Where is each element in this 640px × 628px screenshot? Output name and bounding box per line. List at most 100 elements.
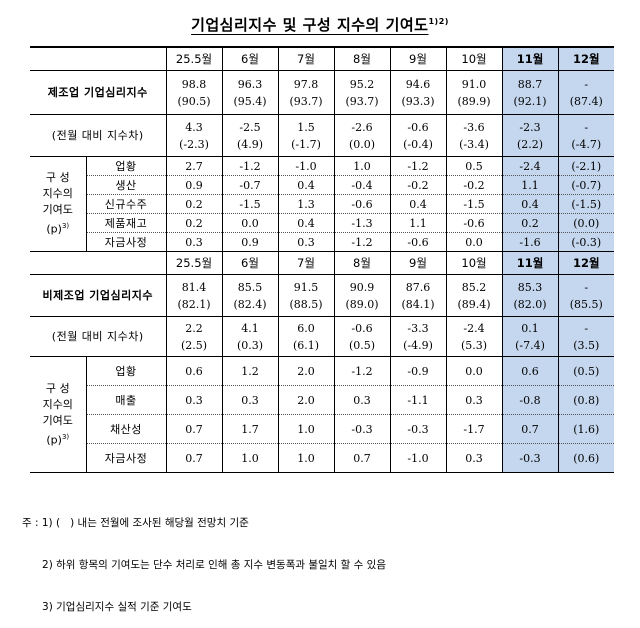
value-cell: -3.6 (-3.4) — [445, 114, 502, 157]
value-cell: -0.6 (0.5) — [333, 316, 390, 357]
value-cell: - (87.4) — [557, 70, 614, 115]
value-cell: 4.1 (0.3) — [221, 316, 278, 357]
forecast-value: (0.3) — [236, 338, 264, 352]
component-label-text: 업황 — [115, 159, 137, 173]
value-cell: 0.2 — [165, 213, 222, 233]
forecast-value: (92.1) — [513, 94, 547, 108]
value-cell: 87.6 (84.1) — [389, 274, 446, 317]
value: -0.6 — [351, 321, 373, 335]
forecast-value: (82.4) — [233, 297, 267, 311]
value: 95.2 — [349, 77, 375, 91]
column-header: 6월 — [221, 251, 278, 275]
forecast-value: (84.1) — [401, 297, 435, 311]
value-cell: 96.3 (95.4) — [221, 70, 278, 115]
group-label-text: 기여도 — [42, 203, 73, 217]
value: 6.0 — [297, 321, 315, 335]
value-cell: - (3.5) — [557, 316, 614, 357]
forecast-value: (87.4) — [569, 94, 603, 108]
main-row: 제조업 기업심리지수 98.8 (90.5) 96.3 (95.4) 97.8 (93.7)… — [30, 70, 614, 115]
value-cell: 0.3 — [165, 385, 222, 415]
value-cell: -0.7 — [221, 175, 278, 195]
column-header: 11월 — [501, 251, 558, 275]
value-cell: 1.3 — [277, 194, 334, 214]
value-cell: -2.4 (5.3) — [445, 316, 502, 357]
value-cell: 0.4 — [277, 175, 334, 195]
forecast-value: (93.7) — [289, 94, 323, 108]
component-row: 신규수주 0.2 -1.5 1.3 -0.6 0.4 -1.5 0.4 (-1.5) — [30, 194, 614, 214]
value-cell: -0.4 — [333, 175, 390, 195]
value-cell: -1.2 — [221, 156, 278, 176]
forecast-value: (-7.4) — [515, 338, 545, 352]
group-label-text: 구 성 — [45, 171, 70, 185]
value-cell: 2.0 — [277, 385, 334, 415]
value-cell: 1.0 — [277, 414, 334, 444]
group-footnote-mark: 3) — [61, 432, 70, 441]
value: 1.5 — [297, 120, 315, 134]
value-cell: -2.3 (2.2) — [501, 114, 558, 157]
value-cell: 2.0 — [277, 356, 334, 386]
forecast-value: (82.1) — [177, 297, 211, 311]
component-label: 업황 — [85, 356, 166, 386]
value: 85.3 — [517, 280, 543, 294]
header-corner — [30, 251, 166, 275]
value-cell: -2.5 (4.9) — [221, 114, 278, 157]
value-cell: -1.1 — [389, 385, 446, 415]
column-header: 12월 — [557, 46, 614, 71]
value: 81.4 — [181, 280, 207, 294]
group-label-line: 지수의 — [30, 397, 86, 413]
group-label-text: 기여도 — [42, 413, 73, 427]
value-cell: 91.0 (89.9) — [445, 70, 502, 115]
forecast-value: (89.9) — [457, 94, 491, 108]
component-label-text: 자금사정 — [104, 451, 148, 465]
value-cell: -0.3 — [333, 414, 390, 444]
value-cell: 0.3 — [277, 232, 334, 252]
value-cell: 85.2 (89.4) — [445, 274, 502, 317]
value-cell: -0.8 — [501, 385, 558, 415]
value-cell: 1.0 — [333, 156, 390, 176]
component-label: 자금사정 — [85, 443, 166, 473]
value-cell: 0.4 — [501, 194, 558, 214]
value: 87.6 — [405, 280, 431, 294]
component-label: 신규수주 — [85, 194, 166, 214]
group-label-line: 기여도 — [30, 413, 86, 429]
group-label-text: 지수의 — [42, 187, 73, 201]
value-cell: 0.7 — [165, 443, 222, 473]
forecast-value: (88.5) — [289, 297, 323, 311]
value: -3.3 — [407, 321, 429, 335]
value-cell: 90.9 (89.0) — [333, 274, 390, 317]
value: -0.6 — [407, 120, 429, 134]
value-cell: 1.2 — [221, 356, 278, 386]
group-label-text: (p) — [46, 433, 62, 447]
component-label-text: 매출 — [115, 393, 137, 407]
forecast-value: (-4.9) — [403, 338, 433, 352]
value: -2.3 — [519, 120, 541, 134]
value-cell: -1.2 — [389, 156, 446, 176]
footnotes: 주 : 1) ( ) 내는 전월에 조사된 해당월 전망치 기준 2) 하위 항… — [22, 488, 386, 628]
value-cell: 0.4 — [389, 194, 446, 214]
value-cell: 95.2 (93.7) — [333, 70, 390, 115]
value-cell: -1.7 — [445, 414, 502, 444]
header-row: 25.5월 6월 7월 8월 9월 10월 11월 12월 — [30, 251, 614, 275]
value-cell: 0.0 — [221, 213, 278, 233]
value: 96.3 — [237, 77, 263, 91]
component-row: 매출 0.3 0.3 2.0 0.3 -1.1 0.3 -0.8 (0.8) — [30, 385, 614, 415]
value: 85.2 — [461, 280, 487, 294]
row-label: (전월 대비 지수차) — [30, 316, 166, 357]
group-label: 구 성 지수의 기여도 (p)3) — [30, 156, 86, 252]
value-cell: -1.0 — [389, 443, 446, 473]
value-cell: -0.3 — [389, 414, 446, 444]
value: - — [584, 321, 589, 335]
group-label-line: 구 성 — [30, 381, 86, 397]
value-cell: 0.1 (-7.4) — [501, 316, 558, 357]
value-cell: -0.6 (-0.4) — [389, 114, 446, 157]
value-cell: -0.2 — [445, 175, 502, 195]
value-cell: (-0.7) — [557, 175, 614, 195]
title-text: 기업심리지수 및 구성 지수의 기여도 — [191, 16, 429, 34]
value-cell: -1.5 — [445, 194, 502, 214]
value: 85.5 — [237, 280, 263, 294]
component-label-text: 채산성 — [110, 422, 142, 436]
component-row: 자금사정 0.3 0.9 0.3 -1.2 -0.6 0.0 -1.6 (-0.3) — [30, 232, 614, 252]
value-cell: 0.9 — [165, 175, 222, 195]
column-header: 10월 — [445, 46, 502, 71]
component-row: 구 성 지수의 기여도 (p)3) 업황 2.7 -1.2 -1.0 1.0 -1.2 0.5 -2.… — [30, 156, 614, 252]
